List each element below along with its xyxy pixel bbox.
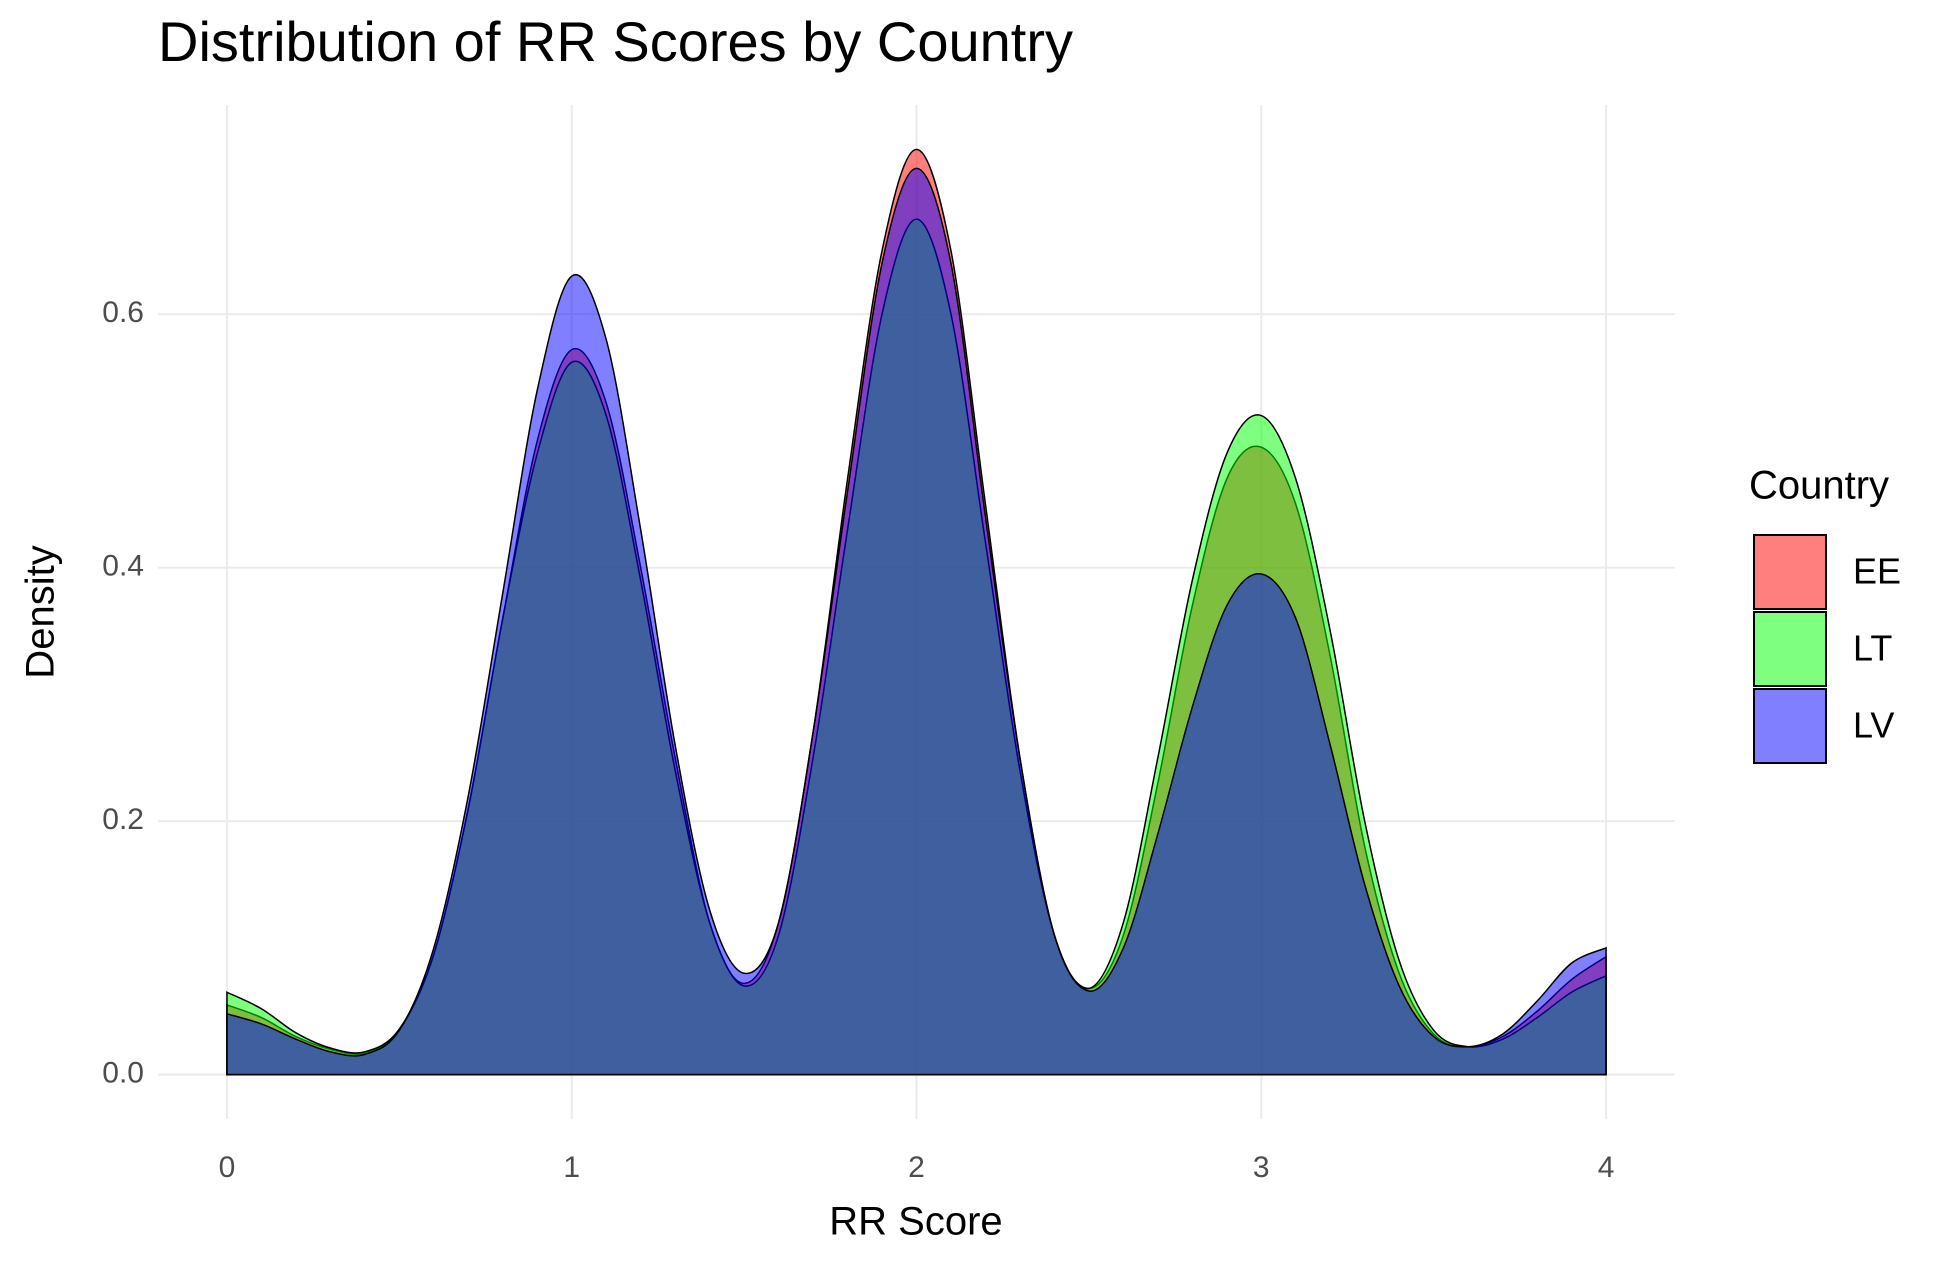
x-tick-label: 3	[1253, 1151, 1270, 1184]
density-area	[226, 167, 1607, 1076]
legend-label: EE	[1853, 551, 1901, 592]
x-tick-label: 1	[563, 1151, 580, 1184]
y-tick-label: 0.4	[102, 550, 144, 583]
y-tick-label: 0.6	[102, 296, 144, 329]
x-tick-label: 0	[219, 1151, 236, 1184]
legend-key	[1753, 534, 1827, 610]
legend-key	[1753, 688, 1827, 764]
x-tick-label: 2	[908, 1151, 925, 1184]
y-tick-label: 0.2	[102, 803, 144, 836]
legend-title: Country	[1749, 464, 1889, 508]
chart-title: Distribution of RR Scores by Country	[158, 10, 1073, 73]
legend-label: LT	[1853, 628, 1892, 669]
legend-key	[1753, 611, 1827, 687]
y-tick-label: 0.0	[102, 1057, 144, 1090]
x-axis-title: RR Score	[829, 1200, 1002, 1244]
x-tick-label: 4	[1598, 1151, 1615, 1184]
y-axis-title: Density	[19, 545, 63, 678]
legend-label: LV	[1853, 705, 1894, 746]
